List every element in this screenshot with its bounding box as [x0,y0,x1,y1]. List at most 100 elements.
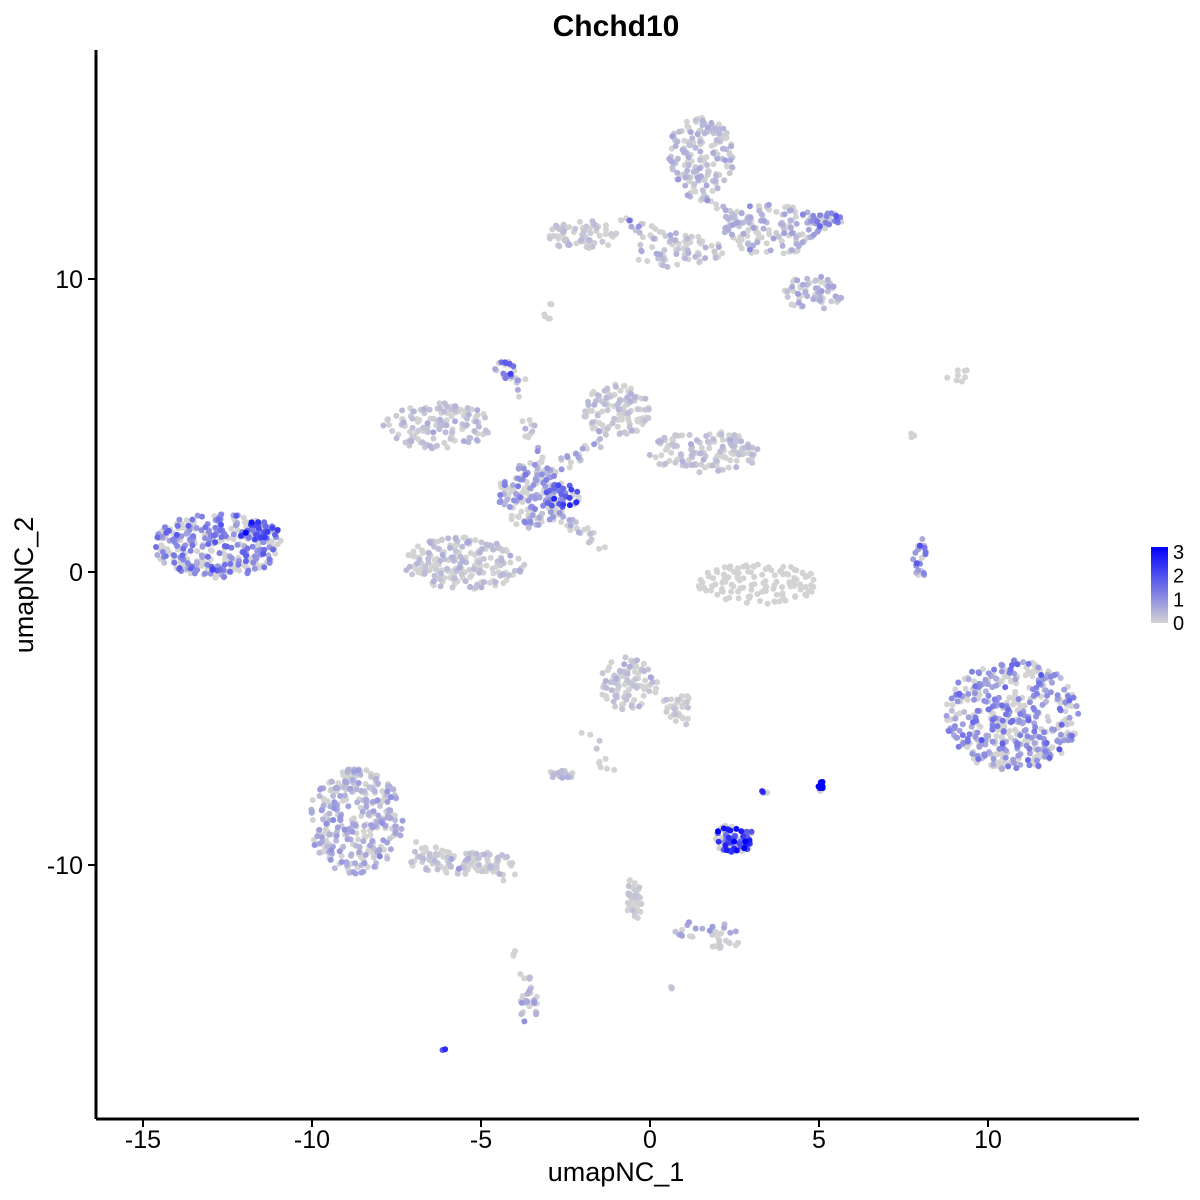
scatter-point [612,383,619,390]
scatter-point [431,857,438,864]
scatter-point [1073,703,1080,710]
scatter-point [366,784,373,791]
scatter-point [661,434,668,441]
scatter-point [683,118,690,125]
scatter-point [202,535,208,542]
scatter-point [430,578,437,585]
scatter-point [1049,679,1055,686]
scatter-point [780,250,787,257]
scatter-point [212,539,219,546]
scatter-point [817,212,823,219]
scatter-point [187,565,194,572]
scatter-point [722,842,729,849]
scatter-point [573,240,580,247]
scatter-point [613,230,620,237]
scatter-point [1075,710,1082,717]
scatter-point [1020,659,1027,666]
scatter-point [480,579,487,586]
scatter-point [522,425,529,432]
scatter-point [475,855,482,862]
scatter-point [527,518,534,525]
scatter-point [825,283,832,290]
scatter-point [605,242,612,249]
scatter-point [508,516,515,523]
scatter-point [478,539,485,546]
scatter-point [641,417,648,424]
scatter-point [689,462,696,468]
scatter-point [754,591,761,597]
scatter-point [594,412,601,419]
scatter-point [625,692,632,699]
scatter-point [684,167,691,174]
scatter-point [1041,729,1047,736]
scatter-point [496,499,503,506]
scatter-point [611,766,618,773]
scatter-point [170,552,177,559]
scatter-point [635,256,642,263]
scatter-point [741,845,748,852]
scatter-point [743,828,750,835]
scatter-point [639,234,646,241]
scatter-point [714,155,721,162]
scatter-point [810,231,817,238]
scatter-point [913,560,920,567]
scatter-point [222,552,229,559]
scatter-point [193,525,200,531]
scatter-point [484,856,491,863]
scatter-point [604,425,611,432]
scatter-point [679,926,686,933]
scatter-point [555,769,562,776]
scatter-point [183,517,190,524]
scatter-point [979,666,986,673]
scatter-point [728,588,735,595]
scatter-point [161,559,168,566]
scatter-point [626,663,633,670]
scatter-point [810,576,817,583]
scatter-point [772,598,779,605]
scatter-point [221,573,228,580]
scatter-point [567,527,574,534]
scatter-point [360,828,367,835]
scatter-point [624,677,631,683]
scatter-point [514,513,521,520]
scatter-point [515,483,522,490]
scatter-point [775,233,782,240]
scatter-point [187,547,194,554]
scatter-point [725,834,732,841]
scatter-point [990,703,996,710]
scatter-point [921,544,928,551]
scatter-point [1056,746,1063,753]
x-tick-label: -15 [125,1126,161,1154]
scatter-point [447,435,454,442]
legend-tick-label: 2 [1173,566,1184,588]
scatter-point [514,377,521,384]
scatter-point [1015,752,1022,759]
scatter-point [1002,754,1009,761]
scatter-point [421,570,428,577]
scatter-point [948,695,955,702]
scatter-point [792,593,799,600]
scatter-point [726,432,733,439]
scatter-point [640,660,647,667]
scatter-point [1035,762,1042,769]
scatter-point [727,457,734,464]
scatter-point [543,477,550,483]
scatter-point [948,707,955,714]
scatter-point [746,595,753,601]
scatter-point [353,786,360,793]
scatter-point [471,428,478,435]
scatter-point [316,793,323,799]
scatter-point [734,208,741,215]
scatter-point [518,508,525,515]
scatter-point [375,812,382,819]
scatter-point [521,1018,528,1025]
scatter-point [328,778,335,785]
scatter-point [1039,701,1046,708]
scatter-point [437,583,444,590]
scatter-point [663,696,670,703]
scatter-point [1013,765,1020,772]
scatter-point [400,419,407,426]
scatter-point [530,482,537,488]
scatter-point [539,510,546,517]
scatter-point [358,869,365,876]
